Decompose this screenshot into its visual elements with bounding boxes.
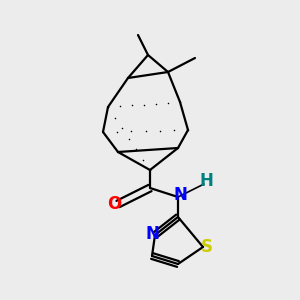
Text: N: N — [173, 186, 187, 204]
Text: N: N — [145, 225, 159, 243]
Text: O: O — [107, 195, 121, 213]
Text: H: H — [199, 172, 213, 190]
Text: S: S — [201, 238, 213, 256]
